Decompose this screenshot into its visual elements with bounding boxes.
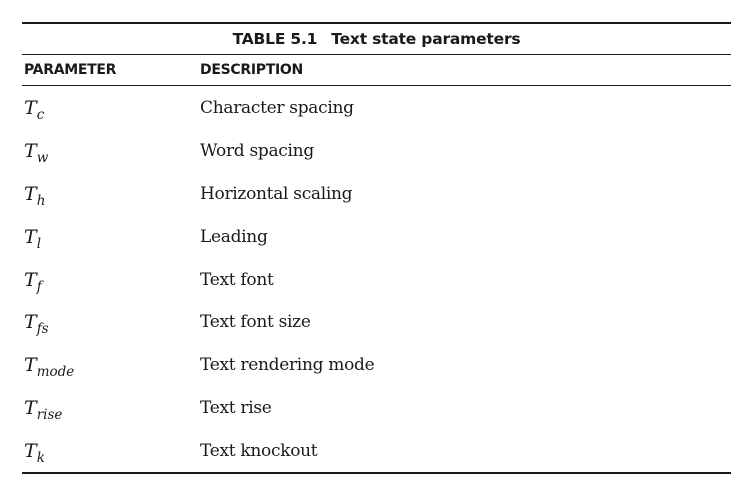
parameter-symbol: Tw	[24, 140, 49, 167]
header-rule	[22, 85, 731, 86]
parameter-description: Text knockout	[200, 440, 318, 461]
table-title: Text state parameters	[331, 30, 521, 48]
table-row: Tk Text knockout	[22, 429, 731, 472]
table-row: Tmode Text rendering mode	[22, 344, 731, 387]
table-row: Tc Character spacing	[22, 87, 731, 130]
parameter-description: Text font size	[200, 312, 311, 333]
table-row: Tfs Text font size	[22, 301, 731, 344]
parameter-symbol: Trise	[24, 396, 63, 423]
table-row: Trise Text rise	[22, 387, 731, 430]
parameter-symbol: Tmode	[24, 354, 75, 381]
header-parameter: PARAMETER	[24, 62, 117, 78]
table-bottom-rule	[22, 472, 731, 475]
parameter-description: Word spacing	[200, 141, 314, 162]
table-row: Tw Word spacing	[22, 130, 731, 173]
parameter-symbol: Tk	[24, 439, 45, 466]
parameter-description: Text rise	[200, 397, 272, 418]
header-description: DESCRIPTION	[200, 62, 303, 78]
parameter-description: Text font	[200, 269, 274, 290]
parameter-symbol: Th	[24, 182, 46, 209]
parameter-symbol: Tf	[24, 268, 42, 295]
parameter-description: Text rendering mode	[200, 355, 375, 376]
table-caption: TABLE 5.1 Text state parameters	[22, 24, 731, 54]
parameter-description: Horizontal scaling	[200, 183, 353, 204]
table-body: Tc Character spacing Tw Word spacing Th …	[22, 86, 731, 472]
parameter-symbol: Tc	[24, 97, 45, 124]
caption-rule	[22, 54, 731, 55]
table-number: TABLE 5.1	[232, 30, 318, 48]
table-row: Tf Text font	[22, 258, 731, 301]
table-row: Th Horizontal scaling	[22, 173, 731, 216]
parameter-symbol: Tl	[24, 225, 42, 252]
parameter-description: Leading	[200, 226, 268, 247]
table-header-row: PARAMETER DESCRIPTION	[22, 55, 731, 85]
parameter-symbol: Tfs	[24, 311, 49, 338]
table-top-rule	[22, 22, 731, 24]
text-state-table: TABLE 5.1 Text state parameters PARAMETER…	[22, 22, 731, 475]
table-row: Tl Leading	[22, 215, 731, 258]
parameter-description: Character spacing	[200, 98, 354, 119]
